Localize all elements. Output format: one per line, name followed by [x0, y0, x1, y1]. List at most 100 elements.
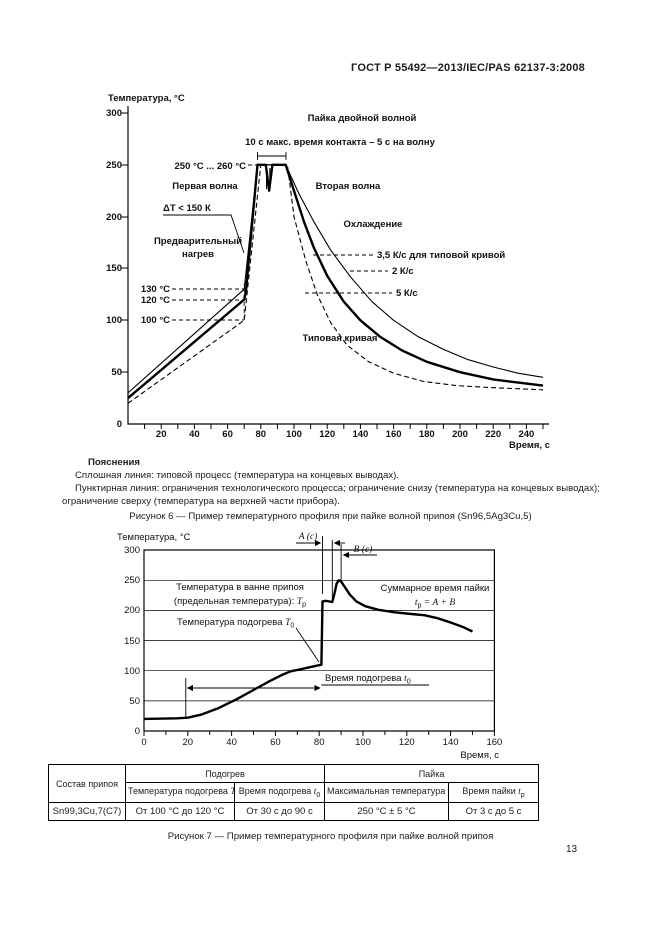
fig6-delta-t-leader: [163, 214, 245, 254]
fig7-x-axis-title: Время, с: [460, 750, 499, 760]
axis-tick-label: 150: [124, 636, 140, 647]
fig6-x-axis-title: Время, с: [509, 440, 550, 450]
axis-tick-label: 240: [518, 429, 534, 440]
table-header-preheat-temp: Температура подогрева T0: [125, 782, 235, 803]
fig6-delta-t-label: ΔT < 150 К: [163, 203, 211, 214]
axis-tick-label: 0: [135, 726, 140, 737]
fig6-130-label: 130 °С: [141, 284, 170, 295]
figure6-chart: 300 250 200 150 100 50 0 20 40 60 80 100…: [106, 93, 550, 450]
axis-tick-label: 80: [314, 737, 325, 748]
fig6-first-wave-label: Первая волна: [172, 181, 238, 192]
explanations-block: Пояснения Сплошная линия: типовой процес…: [62, 456, 618, 508]
explanations-line1: Сплошная линия: типовой процесс (темпера…: [75, 470, 400, 481]
axis-tick-label: 60: [222, 429, 233, 440]
fig7-x-tick-marks: [143, 731, 495, 736]
axis-tick-label: 100: [286, 429, 302, 440]
axis-tick-label: 160: [386, 429, 402, 440]
fig6-contact-bracket: [257, 152, 287, 160]
axis-tick-label: 300: [124, 545, 140, 556]
table-header-preheat-time: Время подогрева t0: [233, 782, 326, 803]
fig6-contact-note: 10 с макс. время контакта – 5 с на волну: [245, 137, 435, 148]
fig7-b-label: B (с): [354, 544, 373, 555]
axis-tick-label: 0: [141, 737, 146, 748]
table-header-max-temp: Максимальная температура Tр: [324, 782, 450, 803]
axis-tick-label: 50: [111, 367, 122, 378]
fig6-peak-hatch: [266, 168, 271, 189]
parameters-table: Состав припоя Подогрев Пайка Температура…: [48, 764, 540, 821]
axis-tick-label: 60: [270, 737, 281, 748]
fig6-peak-range-label: 250 °С ... 260 °С: [175, 161, 247, 172]
fig6-preheat-label-2: нагрев: [182, 249, 214, 260]
fig6-lower-limit-curve: [127, 164, 544, 404]
table-row: Sn99,3Cu,7(C7) От 100 °С до 120 °С От 30…: [48, 802, 540, 821]
figure7-chart: 300 250 200 150 100 50 0 0 20 40 60 80 1…: [117, 531, 502, 760]
axis-tick-label: 300: [106, 108, 122, 119]
fig6-second-wave-label: Вторая волна: [316, 181, 381, 192]
fig7-bath-temp-label: Температура в ванне припоя: [176, 582, 304, 593]
axis-tick-label: 100: [106, 315, 122, 326]
axis-tick-label: 220: [485, 429, 501, 440]
axis-tick-label: 200: [452, 429, 468, 440]
fig7-total-time-formula: tр = A + B: [415, 598, 455, 610]
axis-tick-label: 120: [399, 737, 415, 748]
table-header-composition: Состав припоя: [48, 764, 126, 803]
axis-tick-label: 20: [156, 429, 167, 440]
axis-tick-label: 80: [256, 429, 267, 440]
axis-tick-label: 100: [124, 666, 140, 677]
table-header-solder-time: Время пайки tр: [448, 782, 540, 803]
axis-tick-label: 40: [226, 737, 237, 748]
table-group-preheat: Подогрев: [124, 764, 326, 783]
fig6-rate-fast-label: 5 К/с: [396, 288, 418, 299]
axis-tick-label: 200: [124, 605, 140, 616]
cell-composition: Sn99,3Cu,7(C7): [48, 802, 126, 821]
fig6-axes: [127, 106, 549, 425]
fig7-profile-curve: [143, 579, 474, 721]
cell-preheat-time: От 30 с до 90 с: [233, 802, 326, 821]
fig6-100-dash: [172, 284, 245, 321]
document-header: ГОСТ Р 55492—2013/IEC/PAS 62137-3:2008: [351, 62, 585, 74]
axis-tick-label: 50: [129, 696, 140, 707]
figure6-caption: Рисунок 6 — Пример температурного профил…: [129, 511, 532, 522]
axis-tick-label: 0: [117, 419, 122, 430]
fig6-y-axis-title: Температура, °С: [108, 93, 185, 104]
axis-tick-label: 250: [106, 160, 122, 171]
fig7-preheat-time-label: Время подогрева t0: [325, 673, 411, 686]
fig6-title: Пайка двойной волной: [308, 113, 417, 124]
fig7-a-label: A (с): [298, 531, 318, 542]
fig7-total-time-label: Суммарное время пайки: [381, 583, 490, 594]
fig6-rate-typical-label: 3,5 К/с для типовой кривой: [377, 250, 505, 261]
axis-tick-label: 150: [106, 263, 122, 274]
fig6-rate-slow-label: 2 К/с: [392, 266, 414, 277]
axis-tick-label: 20: [183, 737, 194, 748]
fig7-gridlines: [144, 579, 495, 702]
explanations-line2: Пунктирная линия: ограничения технологич…: [62, 483, 600, 507]
fig6-120-label: 120 °С: [141, 295, 170, 306]
fig6-preheat-label: Предварительный: [154, 236, 242, 247]
axis-tick-label: 200: [106, 212, 122, 223]
page-number: 13: [566, 844, 578, 855]
axis-tick-label: 40: [189, 429, 200, 440]
fig6-cooling-label: Охлаждение: [344, 219, 403, 230]
fig6-x-tick-marks: [144, 424, 544, 429]
cell-preheat-temp: От 100 °С до 120 °С: [125, 802, 235, 821]
axis-tick-label: 100: [355, 737, 371, 748]
axis-tick-label: 140: [352, 429, 368, 440]
fig7-y-axis-title: Температура, °С: [117, 532, 191, 543]
fig6-100-label: 100 °С: [141, 315, 170, 326]
explanations-heading: Пояснения: [88, 457, 140, 468]
cell-solder-time: От 3 с до 5 с: [448, 802, 540, 821]
fig7-preheat-temp-leader: [295, 627, 320, 663]
cell-max-temp: 250 °С ± 5 °С: [324, 802, 450, 821]
fig6-y-tick-marks: [121, 112, 128, 373]
axis-tick-label: 250: [124, 575, 140, 586]
fig7-preheat-temp-label: Температура подогрева T0: [177, 617, 294, 630]
fig6-typical-curve-label: Типовая кривая: [303, 333, 378, 344]
fig7-bath-temp-label-2: (предельная температура): Tр: [174, 596, 306, 609]
axis-tick-label: 120: [319, 429, 335, 440]
fig7-ab-vertical-lines: [322, 536, 342, 600]
fig6-typical-curve: [127, 163, 544, 400]
axis-tick-label: 140: [443, 737, 459, 748]
figure7-caption: Рисунок 7 — Пример температурного профил…: [167, 831, 494, 842]
axis-tick-label: 160: [486, 737, 502, 748]
